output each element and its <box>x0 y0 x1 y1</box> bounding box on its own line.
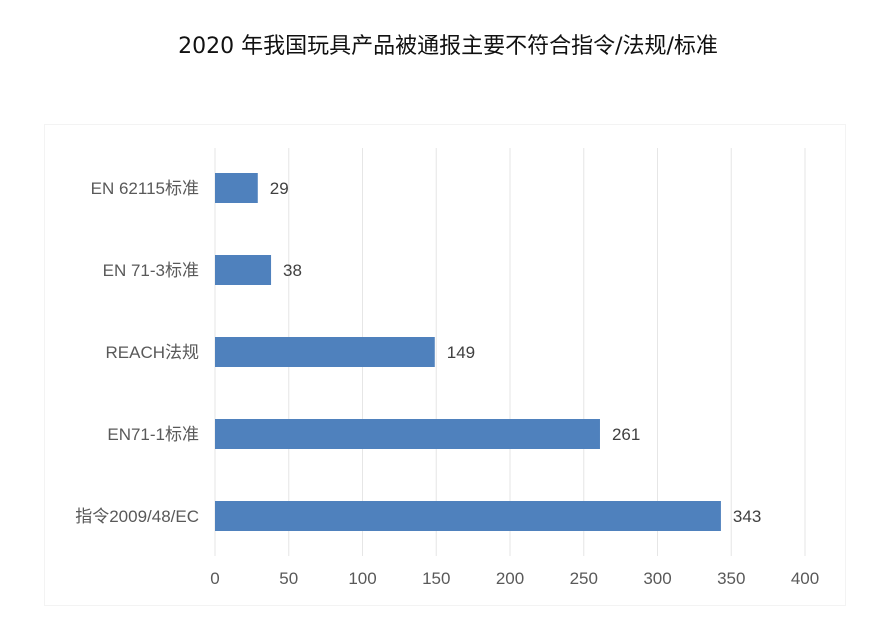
category-label: 指令2009/48/EC <box>75 507 199 526</box>
x-tick-label: 150 <box>422 569 450 588</box>
data-label: 149 <box>447 343 475 362</box>
chart-title: 2020 年我国玩具产品被通报主要不符合指令/法规/标准 <box>178 34 718 59</box>
x-tick-label: 100 <box>348 569 376 588</box>
bar <box>215 419 600 449</box>
data-label: 29 <box>270 179 289 198</box>
category-label: REACH法规 <box>105 343 199 362</box>
category-label: EN 62115标准 <box>91 179 199 198</box>
x-tick-label: 300 <box>643 569 671 588</box>
data-label: 38 <box>283 261 302 280</box>
x-tick-label: 200 <box>496 569 524 588</box>
bar <box>215 173 258 203</box>
data-label: 261 <box>612 425 640 444</box>
data-label: 343 <box>733 507 761 526</box>
x-tick-label: 50 <box>279 569 298 588</box>
x-tick-label: 400 <box>791 569 819 588</box>
x-axis-tick-labels: 0 50 100 150 200 250 300 350 400 <box>210 569 819 588</box>
bar <box>215 337 435 367</box>
bar <box>215 501 721 531</box>
bar <box>215 255 272 285</box>
x-tick-label: 250 <box>570 569 598 588</box>
x-tick-label: 0 <box>210 569 219 588</box>
category-labels: EN 62115标准 EN 71-3标准 REACH法规 EN71-1标准指令2009… <box>75 179 199 526</box>
bars <box>215 173 721 531</box>
category-label: EN71-1标准 <box>107 425 199 444</box>
category-label: EN 71-3标准 <box>103 261 199 280</box>
x-tick-label: 350 <box>717 569 745 588</box>
data-labels: 29 38 149 261 343 <box>270 179 762 526</box>
